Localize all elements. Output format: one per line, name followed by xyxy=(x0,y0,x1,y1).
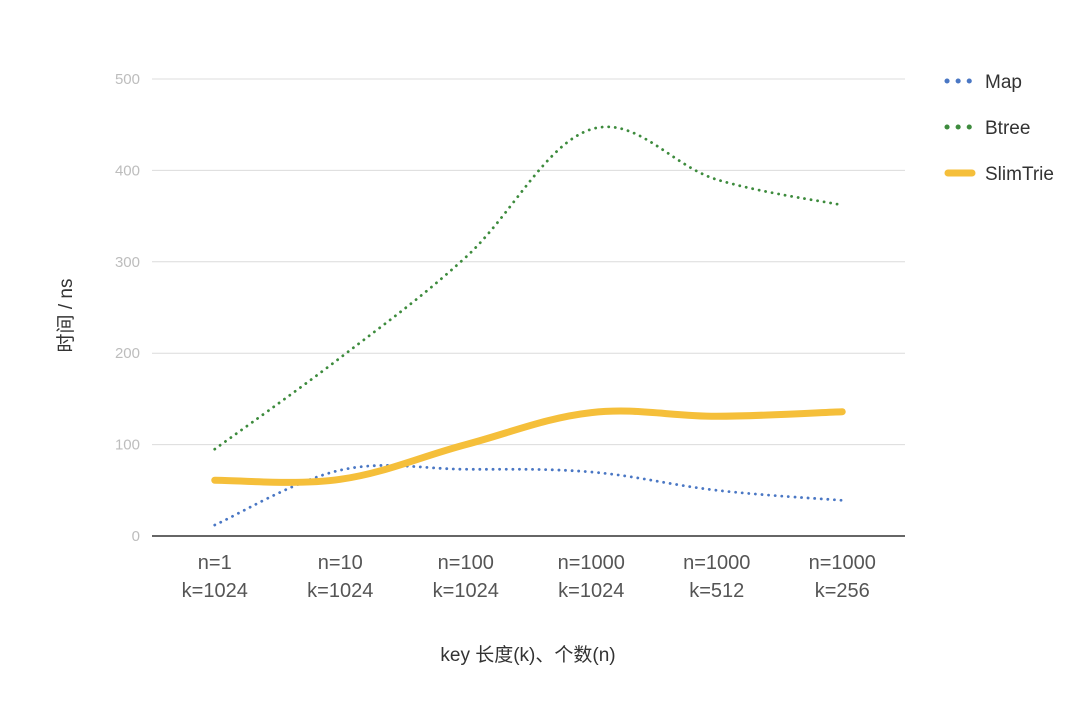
series-line-btree xyxy=(213,125,844,451)
series-lines xyxy=(211,125,846,527)
x-tick-label-n: n=1000 xyxy=(683,552,750,574)
x-axis-title: key 长度(k)、个数(n) xyxy=(440,644,615,666)
x-tick-label-n: n=100 xyxy=(438,552,494,574)
x-axis-ticks: n=1 k=1024 n=10 k=1024 n=100 k=1024 n=1000 k=10… xyxy=(182,552,876,602)
x-tick-label-k: k=1024 xyxy=(558,580,624,602)
series-line-slimtrie xyxy=(211,407,846,486)
x-tick-label: n=1000 k=1024 xyxy=(558,552,625,602)
x-tick-label-n: n=1000 xyxy=(809,552,876,574)
legend-item: Btree xyxy=(944,118,1030,139)
x-tick-label: n=10 k=1024 xyxy=(307,552,373,602)
x-tick-label: n=1 k=1024 xyxy=(182,552,248,602)
y-tick-label: 0 xyxy=(132,528,140,545)
x-tick-label: n=1000 k=512 xyxy=(683,552,750,602)
y-axis-ticks: 0 100 200 300 400 500 xyxy=(115,71,140,545)
x-tick-label-k: k=512 xyxy=(689,580,744,602)
y-axis-title: 时间 / ns xyxy=(55,279,77,353)
x-tick-label-k: k=1024 xyxy=(307,580,373,602)
legend-label: Btree xyxy=(985,118,1030,139)
x-tick-label: n=100 k=1024 xyxy=(433,552,499,602)
legend: Map Btree SlimTrie xyxy=(944,72,1054,185)
x-tick-label-k: k=1024 xyxy=(433,580,499,602)
legend-item: Map xyxy=(944,72,1022,93)
x-tick-label-n: n=10 xyxy=(318,552,363,574)
x-tick-label-n: n=1000 xyxy=(558,552,625,574)
x-tick-label-k: k=256 xyxy=(815,580,870,602)
y-tick-label: 500 xyxy=(115,71,140,88)
y-tick-label: 300 xyxy=(115,254,140,271)
y-tick-label: 100 xyxy=(115,437,140,454)
x-tick-label: n=1000 k=256 xyxy=(809,552,876,602)
series-line-map xyxy=(213,464,844,527)
y-tick-label: 400 xyxy=(115,162,140,179)
legend-label: Map xyxy=(985,72,1022,93)
x-tick-label-n: n=1 xyxy=(198,552,232,574)
y-tick-label: 200 xyxy=(115,345,140,362)
legend-item: SlimTrie xyxy=(944,164,1054,185)
x-tick-label-k: k=1024 xyxy=(182,580,248,602)
gridlines xyxy=(152,78,905,537)
legend-label: SlimTrie xyxy=(985,164,1054,185)
